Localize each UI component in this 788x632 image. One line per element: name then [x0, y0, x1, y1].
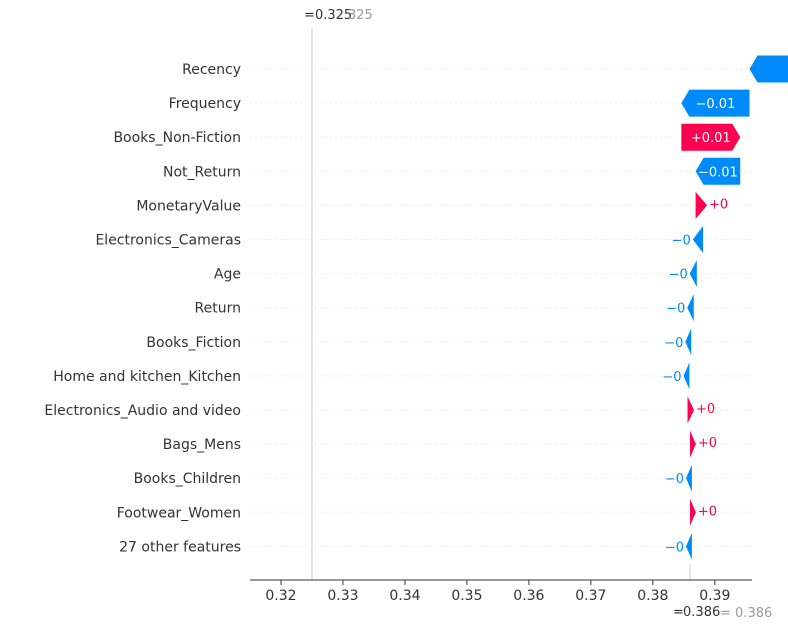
- feature-label: Bags_Mens: [163, 437, 241, 453]
- positive-contribution-bar: [690, 430, 696, 458]
- bar-value-label: −0: [666, 302, 685, 317]
- positive-contribution-bar: [695, 191, 708, 219]
- bar-value-label: −0: [662, 370, 681, 385]
- negative-contribution-bar: [749, 55, 788, 83]
- bar-value-label: −0: [672, 234, 691, 249]
- output-value-label: 0.386: [683, 605, 720, 620]
- feature-label: Return: [195, 301, 241, 317]
- negative-contribution-bar: [689, 260, 697, 288]
- negative-contribution-bar: [695, 157, 741, 185]
- feature-label: Not_Return: [163, 164, 241, 180]
- bar-value-label: +0: [698, 436, 717, 451]
- base-value-ghost-label: 325: [348, 8, 373, 23]
- positive-contribution-bar: [681, 123, 741, 151]
- negative-contribution-bar: [685, 328, 692, 356]
- feature-label: Electronics_Cameras: [95, 233, 241, 249]
- output-value-ghost-label: = 0.386: [720, 606, 772, 621]
- feature-label: MonetaryValue: [136, 198, 241, 214]
- negative-contribution-bar: [683, 362, 690, 390]
- bar-value-label: −0: [664, 336, 683, 351]
- positive-contribution-bar: [687, 396, 695, 424]
- base-value-eq: =: [304, 8, 315, 23]
- feature-label: Home and kitchen_Kitchen: [53, 369, 241, 385]
- feature-label: Electronics_Audio and video: [44, 403, 241, 419]
- x-tick-label: 0.38: [637, 588, 668, 604]
- x-tick-label: 0.36: [513, 588, 544, 604]
- bar-value-label: −0.01: [696, 97, 736, 112]
- negative-contribution-bar: [686, 532, 692, 560]
- x-tick-label: 0.33: [327, 588, 358, 604]
- feature-label: Frequency: [169, 96, 241, 112]
- positive-contribution-bar: [690, 498, 696, 526]
- bar-value-label: −0: [665, 472, 684, 487]
- bar-value-label: −0: [665, 540, 684, 555]
- bar-value-label: −0: [669, 268, 688, 283]
- feature-label: 27 other features: [119, 539, 241, 555]
- output-value-eq: =: [673, 605, 684, 620]
- bar-value-label: +0.01: [691, 131, 731, 146]
- x-tick-label: 0.35: [451, 588, 482, 604]
- feature-label: Books_Children: [134, 471, 241, 487]
- x-tick-label: 0.34: [389, 588, 420, 604]
- negative-contribution-bar: [686, 464, 692, 492]
- x-tick-label: 0.32: [265, 588, 296, 604]
- bar-value-label: +0: [709, 197, 728, 212]
- negative-contribution-bar: [692, 226, 704, 253]
- bar-value-label: +0: [698, 504, 717, 519]
- feature-label: Footwear_Women: [117, 505, 241, 521]
- feature-label: Books_Non-Fiction: [113, 130, 241, 146]
- feature-label: Books_Fiction: [146, 335, 241, 351]
- x-tick-label: 0.39: [699, 588, 730, 604]
- negative-contribution-bar: [687, 294, 694, 322]
- feature-label: Age: [214, 267, 241, 283]
- bar-value-label: +0: [696, 402, 715, 417]
- feature-label: Recency: [182, 62, 241, 78]
- x-tick-label: 0.37: [575, 588, 606, 604]
- negative-contribution-bar: [681, 89, 750, 117]
- bar-value-label: −0.01: [698, 165, 738, 180]
- base-value-label: 0.325: [315, 8, 352, 23]
